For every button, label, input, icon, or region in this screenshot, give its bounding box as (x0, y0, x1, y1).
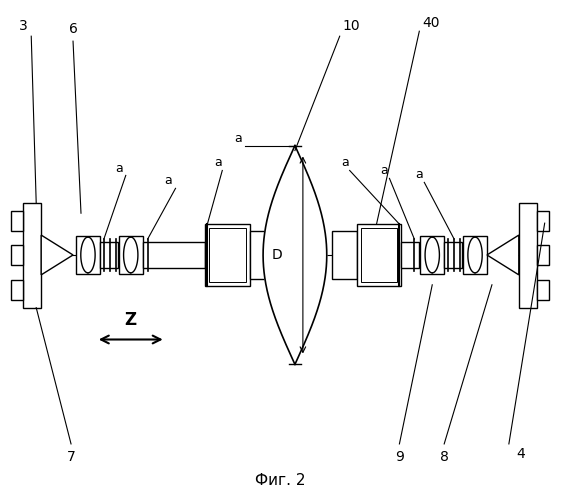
Bar (250, 231, 275, 279)
Text: 40: 40 (422, 16, 440, 30)
Bar (357, 224, 402, 286)
Bar (209, 228, 246, 282)
Text: Фиг. 2: Фиг. 2 (255, 473, 305, 488)
Bar (205, 224, 250, 286)
Bar (537, 211, 549, 231)
Text: 6: 6 (68, 22, 77, 36)
Text: 8: 8 (440, 450, 449, 464)
Bar (23, 204, 41, 308)
Text: 3: 3 (19, 19, 27, 33)
Text: a: a (341, 156, 348, 169)
Text: a: a (214, 156, 222, 169)
Bar (420, 236, 444, 274)
Bar (444, 242, 462, 268)
Bar (11, 245, 23, 265)
Text: a: a (380, 164, 388, 177)
Bar (11, 211, 23, 231)
Text: a: a (234, 132, 242, 145)
Bar (100, 242, 118, 268)
Bar (142, 242, 205, 268)
Text: 9: 9 (395, 450, 404, 464)
Text: 10: 10 (343, 19, 361, 33)
Bar (402, 242, 419, 268)
Text: 7: 7 (67, 450, 75, 464)
Bar (537, 280, 549, 299)
Bar (76, 236, 100, 274)
Bar (519, 204, 537, 308)
Text: 4: 4 (517, 447, 525, 461)
Text: a: a (115, 162, 123, 175)
Polygon shape (41, 235, 73, 275)
Polygon shape (263, 146, 327, 364)
Bar (463, 236, 487, 274)
Bar (332, 231, 357, 279)
Text: D: D (272, 248, 282, 262)
Bar (11, 280, 23, 299)
Polygon shape (487, 235, 519, 275)
Text: a: a (416, 168, 423, 181)
Bar (119, 236, 142, 274)
Text: a: a (165, 174, 172, 187)
Text: Z: Z (125, 310, 137, 328)
Bar (361, 228, 397, 282)
Bar (537, 245, 549, 265)
